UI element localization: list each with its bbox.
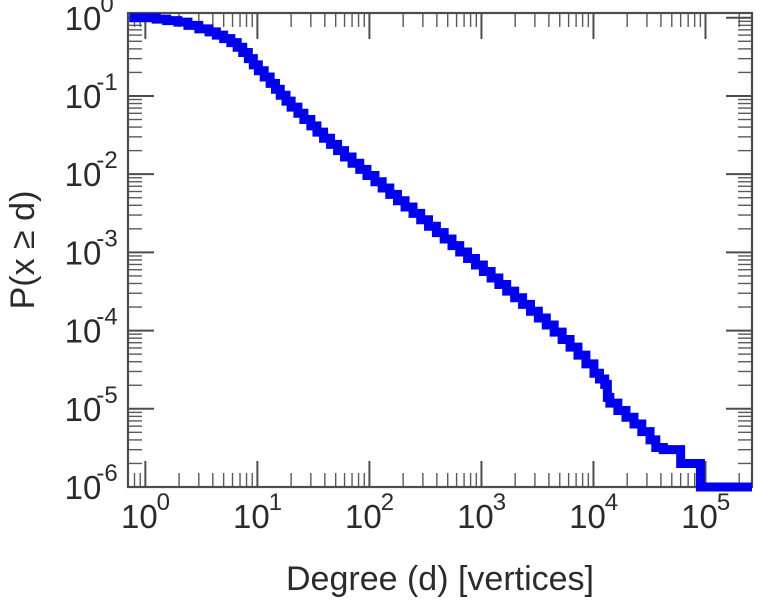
degree-ccdf-curve bbox=[129, 13, 752, 492]
y-tick-exponent: -2 bbox=[96, 147, 117, 174]
x-tick-label: 10 bbox=[345, 498, 382, 535]
y-tick-label: 10 bbox=[65, 0, 102, 37]
x-tick-exponent: 5 bbox=[717, 489, 730, 516]
y-tick-label: 10 bbox=[65, 234, 102, 271]
y-tick-exponent: -1 bbox=[96, 69, 117, 96]
y-tick-exponent: 0 bbox=[100, 0, 113, 18]
y-tick-label: 10 bbox=[65, 313, 102, 350]
x-tick-exponent: 3 bbox=[493, 489, 506, 516]
x-tick-label: 10 bbox=[457, 498, 494, 535]
x-axis-title: Degree (d) [vertices] bbox=[286, 560, 594, 598]
x-tick-label: 10 bbox=[569, 498, 606, 535]
axes-frame bbox=[126, 11, 754, 489]
x-tick-label: 10 bbox=[681, 498, 718, 535]
y-tick-exponent: -5 bbox=[96, 382, 117, 409]
y-tick-exponent: -4 bbox=[96, 304, 117, 331]
x-tick-exponent: 2 bbox=[381, 489, 394, 516]
y-tick-exponent: -6 bbox=[96, 460, 117, 487]
y-tick-label: 10 bbox=[65, 156, 102, 193]
x-tick-exponent: 0 bbox=[157, 489, 170, 516]
x-tick-exponent: 1 bbox=[269, 489, 282, 516]
y-tick-exponent: -3 bbox=[96, 225, 117, 252]
y-axis-title: P(x ≥ d) bbox=[4, 191, 42, 310]
y-tick-label: 10 bbox=[65, 469, 102, 506]
y-tick-label: 10 bbox=[65, 78, 102, 115]
y-tick-label: 10 bbox=[65, 391, 102, 428]
x-tick-label: 10 bbox=[121, 498, 158, 535]
x-tick-label: 10 bbox=[233, 498, 270, 535]
x-tick-exponent: 4 bbox=[605, 489, 618, 516]
x-axis-tick-labels: 100 101 102 103 104 105 bbox=[121, 489, 730, 535]
